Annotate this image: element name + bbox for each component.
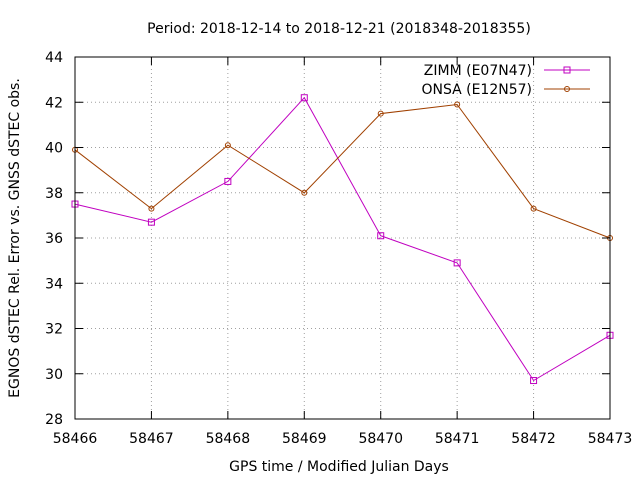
- x-tick-label: 58467: [129, 431, 174, 447]
- plot-series: [71, 94, 614, 385]
- y-tick-label: 38: [45, 186, 63, 202]
- y-tick-label: 36: [45, 231, 63, 247]
- legend-label: ONSA (E12N57): [421, 82, 532, 98]
- grid-lines: [75, 57, 610, 419]
- legend-marker: [563, 66, 571, 74]
- data-point: [301, 189, 308, 196]
- axis-ticks: 58466 58467 58468 58469 58470 58471 58472 58473…: [45, 50, 632, 447]
- y-tick-label: 32: [45, 322, 63, 338]
- data-point: [530, 205, 537, 212]
- data-point: [148, 205, 155, 212]
- data-point: [530, 377, 538, 385]
- data-point: [224, 142, 231, 149]
- data-point: [453, 259, 461, 267]
- x-axis-label: GPS time / Modified Julian Days: [229, 459, 449, 475]
- data-point: [300, 94, 308, 102]
- y-tick-label: 42: [45, 95, 63, 111]
- x-tick-label: 58472: [511, 431, 556, 447]
- x-tick-label: 58466: [53, 431, 98, 447]
- y-tick-label: 34: [45, 276, 63, 292]
- y-tick-label: 30: [45, 367, 63, 383]
- data-point: [224, 177, 232, 185]
- series-line: [74, 103, 611, 239]
- y-tick-label: 28: [45, 412, 63, 428]
- data-point: [377, 110, 384, 117]
- data-point: [147, 218, 155, 226]
- y-axis-label: EGNOS dSTEC Rel. Error vs. GNSS dSTEC ob…: [7, 78, 23, 398]
- series-line: [74, 96, 611, 382]
- y-tick-label: 44: [45, 50, 63, 66]
- x-tick-label: 58470: [358, 431, 403, 447]
- legend-marker: [564, 86, 570, 92]
- x-tick-label: 58468: [206, 431, 251, 447]
- y-tick-label: 40: [45, 141, 63, 157]
- data-point: [454, 101, 461, 108]
- legend-label: ZIMM (E07N47): [424, 63, 532, 79]
- chart-title: Period: 2018-12-14 to 2018-12-21 (201834…: [147, 21, 531, 37]
- legend: ZIMM (E07N47) ONSA (E12N57): [421, 63, 590, 98]
- x-tick-label: 58471: [435, 431, 480, 447]
- data-point: [377, 232, 385, 240]
- x-tick-label: 58469: [282, 431, 327, 447]
- x-tick-label: 58473: [588, 431, 633, 447]
